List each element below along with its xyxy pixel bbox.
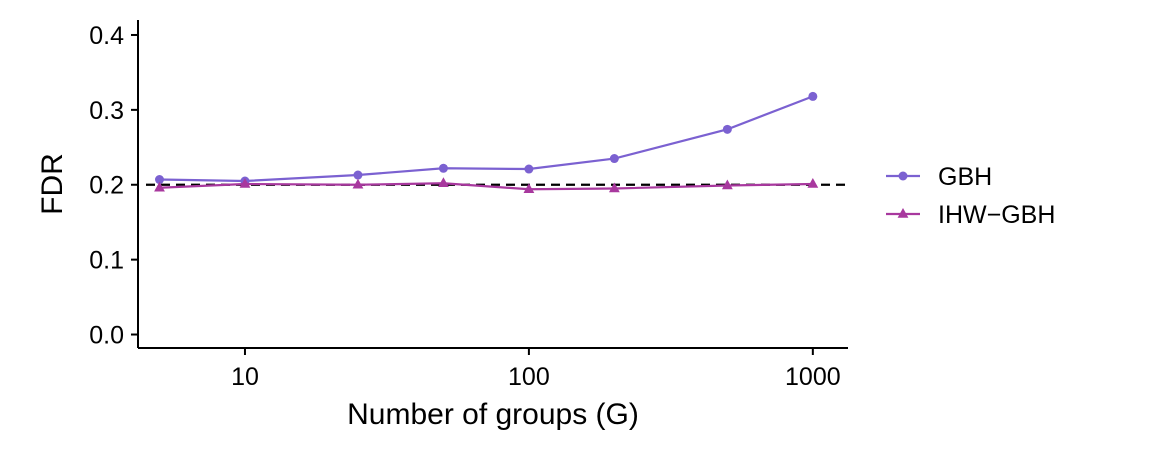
data-point <box>609 154 619 164</box>
legend-label: IHW−GBH <box>938 201 1055 229</box>
data-point <box>721 179 733 190</box>
data-point <box>352 178 364 189</box>
x-axis: 10 100 1000 <box>138 347 848 391</box>
x-tick-label: 10 <box>231 363 259 391</box>
data-point <box>807 178 819 188</box>
legend-item: GBH <box>886 163 992 191</box>
y-axis-title: FDR <box>36 153 69 215</box>
data-point <box>353 170 363 180</box>
data-point <box>239 178 251 188</box>
data-point <box>608 182 620 193</box>
series-gbh <box>154 91 818 186</box>
data-point <box>154 181 165 192</box>
x-axis-title: Number of groups (G) <box>347 398 639 431</box>
y-tick-label: 0.0 <box>89 322 124 350</box>
y-tick-label: 0.3 <box>89 97 124 125</box>
series-ihw-gbh <box>154 177 819 193</box>
data-point <box>722 124 732 134</box>
series-line <box>159 95 814 183</box>
legend-item: IHW−GBH <box>886 201 1055 229</box>
data-point <box>154 175 164 185</box>
data-point <box>438 177 449 187</box>
y-tick-label: 0.1 <box>89 247 124 275</box>
data-point <box>523 183 535 193</box>
y-axis: 0.0 0.1 0.2 0.3 0.4 <box>89 20 139 350</box>
legend: GBH IHW−GBH <box>886 163 1055 229</box>
legend-marker <box>897 208 909 218</box>
data-point <box>438 163 448 173</box>
legend-label: GBH <box>938 163 992 191</box>
legend-marker <box>898 171 908 181</box>
series-line <box>159 182 813 191</box>
series-layer <box>154 91 819 193</box>
data-point <box>808 91 818 101</box>
y-tick-label: 0.4 <box>89 22 124 50</box>
x-tick-label: 1000 <box>785 363 841 391</box>
y-tick-label: 0.2 <box>89 172 124 200</box>
data-point <box>524 164 534 174</box>
x-tick-label: 100 <box>508 363 550 391</box>
